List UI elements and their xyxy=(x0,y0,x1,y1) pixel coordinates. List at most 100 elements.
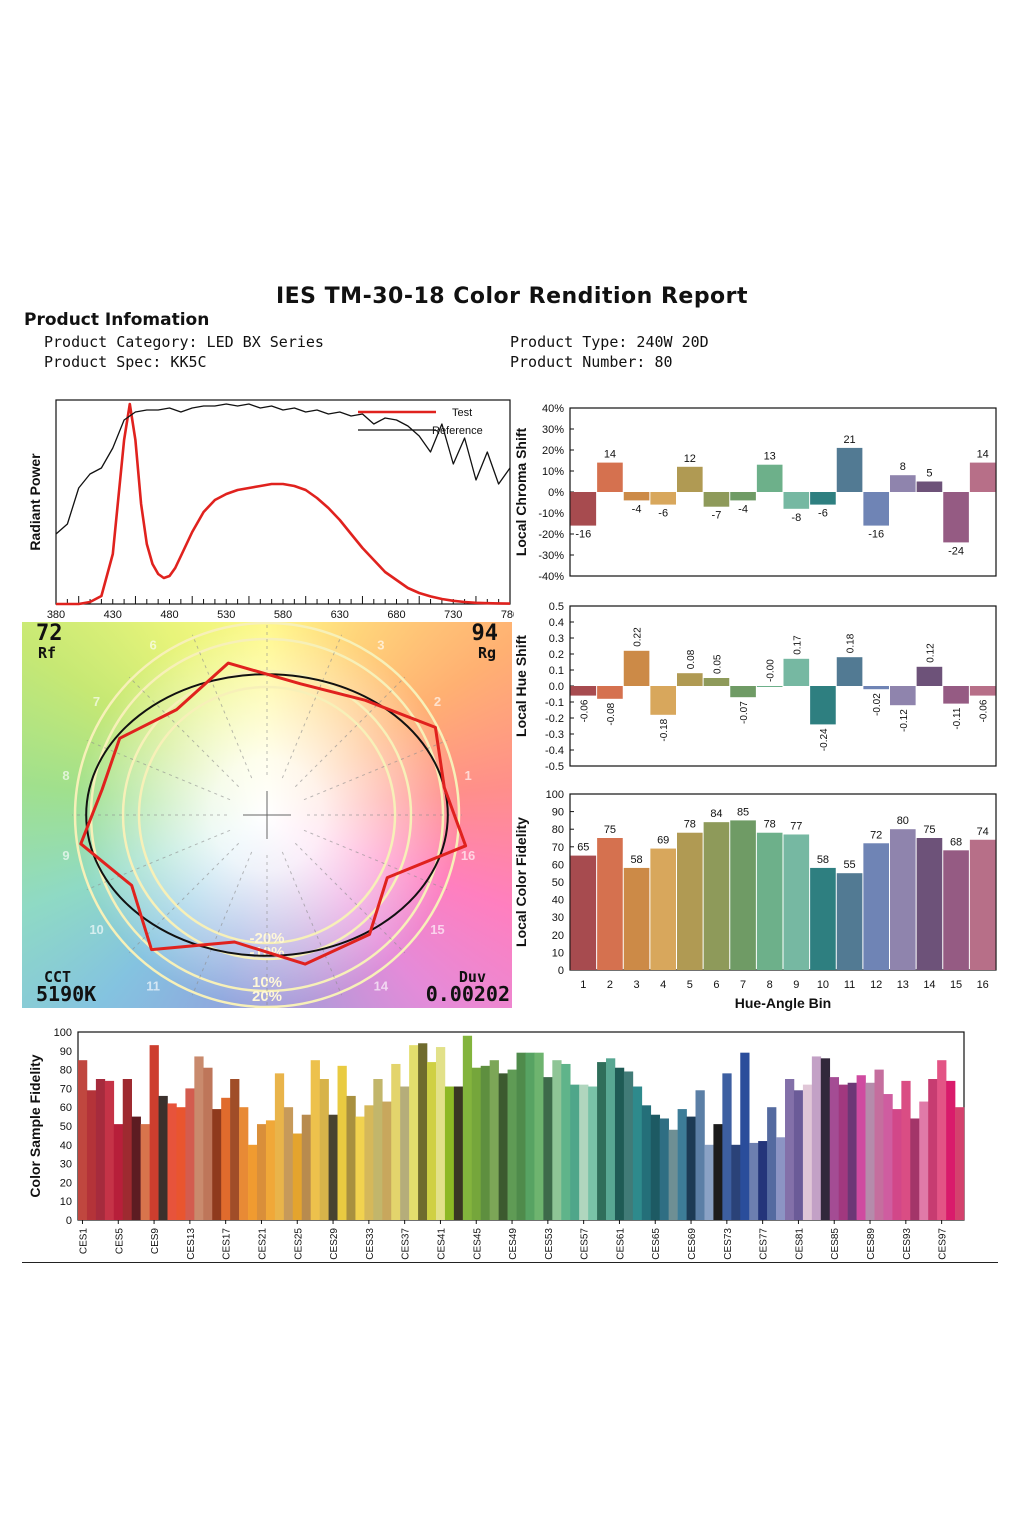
bar-bin-13 xyxy=(890,829,916,970)
x-tick-label: CES61 xyxy=(615,1228,626,1260)
legend-label-reference: Reference xyxy=(432,425,483,437)
data-label: 78 xyxy=(764,819,776,831)
y-tick-label: 100 xyxy=(546,789,564,801)
ces-bar-33 xyxy=(364,1105,374,1220)
bar-bin-9 xyxy=(783,492,810,509)
y-tick-label: 0.5 xyxy=(549,601,564,613)
ces-bar-6 xyxy=(122,1079,132,1220)
ces-bar-22 xyxy=(265,1120,276,1220)
x-tick-label: CES85 xyxy=(830,1228,841,1260)
y-axis-label: Radiant Power xyxy=(27,453,43,551)
ces-bar-61 xyxy=(614,1067,625,1220)
ces-bar-95 xyxy=(919,1101,929,1220)
ces-bar-19 xyxy=(239,1107,249,1220)
data-label: 13 xyxy=(764,451,776,463)
x-tick-label: 10 xyxy=(817,979,829,991)
ces-bar-49 xyxy=(507,1069,517,1220)
bin-divider xyxy=(294,676,406,788)
bin-divider xyxy=(86,829,231,891)
reference-ring xyxy=(137,685,397,945)
data-label: 0.08 xyxy=(686,649,697,669)
y-tick-label: 0.0 xyxy=(549,681,564,693)
bar-bin-16 xyxy=(969,462,996,492)
ces-bar-70 xyxy=(695,1090,705,1220)
x-tick-label: CES57 xyxy=(580,1228,591,1260)
ces-bar-99 xyxy=(955,1107,965,1220)
data-label: -0.06 xyxy=(579,699,590,722)
x-tick-label: 630 xyxy=(331,609,349,620)
data-label: 69 xyxy=(657,835,669,847)
rg-label: Rg xyxy=(477,644,496,662)
bar-bin-4 xyxy=(650,848,676,970)
ces-bar-14 xyxy=(194,1056,204,1220)
bar-bin-1 xyxy=(570,492,597,526)
x-tick-label: CES49 xyxy=(508,1228,519,1260)
x-tick-label: 3 xyxy=(634,979,640,991)
ces-bar-83 xyxy=(811,1056,822,1220)
ces-bar-26 xyxy=(301,1114,311,1220)
ces-bar-44 xyxy=(462,1035,473,1220)
ces-bar-1 xyxy=(78,1060,88,1220)
x-tick-label: 580 xyxy=(274,609,292,620)
bar-bin-2 xyxy=(597,838,623,970)
rf-label: Rf xyxy=(38,644,57,662)
data-label: -0.11 xyxy=(952,707,963,729)
product-number: Product Number: 80 xyxy=(510,353,673,371)
ces-bar-74 xyxy=(731,1144,741,1220)
x-tick-label: CES1 xyxy=(78,1228,89,1255)
ces-bar-48 xyxy=(498,1073,508,1220)
bar-bin-4 xyxy=(650,492,676,505)
rg-value: 94 xyxy=(471,622,499,646)
series-test xyxy=(56,402,511,606)
ces-bar-77 xyxy=(758,1141,768,1220)
bar-bin-6 xyxy=(703,678,730,686)
y-axis-label: Local Chroma Shift xyxy=(513,427,529,556)
y-tick-label: 40% xyxy=(542,403,564,415)
data-label: 5 xyxy=(926,468,932,480)
data-label: -24 xyxy=(948,545,964,557)
bin-divider xyxy=(281,851,343,996)
y-axis-label: Local Color Fidelity xyxy=(513,817,529,947)
bar-bin-7 xyxy=(730,492,756,501)
y-tick-label: 30% xyxy=(542,424,564,436)
x-tick-label: 730 xyxy=(444,609,462,620)
x-tick-label: 380 xyxy=(47,609,65,620)
y-tick-label: 70 xyxy=(552,842,564,854)
reference-ring xyxy=(73,622,461,1008)
ces-bar-29 xyxy=(328,1114,338,1220)
ces-bar-15 xyxy=(203,1067,213,1220)
ces-bar-53 xyxy=(543,1077,553,1220)
ces-bar-43 xyxy=(453,1086,464,1220)
legend-label-test: Test xyxy=(452,407,472,419)
ces-bar-75 xyxy=(740,1052,750,1220)
data-label: -0.18 xyxy=(659,718,670,741)
data-label: 21 xyxy=(843,434,855,446)
ring-label: -20% xyxy=(249,930,284,947)
x-tick-label: 680 xyxy=(387,609,405,620)
ces-bar-89 xyxy=(865,1082,875,1220)
data-label: 68 xyxy=(950,836,962,848)
ces-bar-38 xyxy=(409,1045,419,1220)
ces-bar-46 xyxy=(480,1065,490,1220)
x-tick-label: CES97 xyxy=(938,1228,949,1260)
ces-bar-64 xyxy=(641,1105,652,1220)
y-tick-label: 20 xyxy=(552,930,564,942)
y-tick-label: -20% xyxy=(538,529,564,541)
bar-bin-13 xyxy=(890,475,916,492)
bin-divider xyxy=(303,829,448,891)
data-label: 14 xyxy=(604,449,616,461)
ces-bar-51 xyxy=(525,1052,535,1220)
bin-number-label: 10 xyxy=(89,922,103,937)
data-label: -16 xyxy=(575,529,591,541)
y-tick-label: -0.1 xyxy=(545,697,564,709)
y-tick-label: 30 xyxy=(552,912,564,924)
bar-bin-8 xyxy=(756,686,783,687)
ces-bar-58 xyxy=(588,1086,598,1220)
bin-number-label: 14 xyxy=(374,978,389,993)
ces-bar-28 xyxy=(319,1079,329,1220)
ces-bar-11 xyxy=(167,1103,177,1220)
ces-bar-81 xyxy=(793,1090,804,1220)
ces-bar-96 xyxy=(928,1079,938,1220)
bar-bin-8 xyxy=(756,464,783,492)
y-tick-label: 0 xyxy=(66,1215,72,1227)
